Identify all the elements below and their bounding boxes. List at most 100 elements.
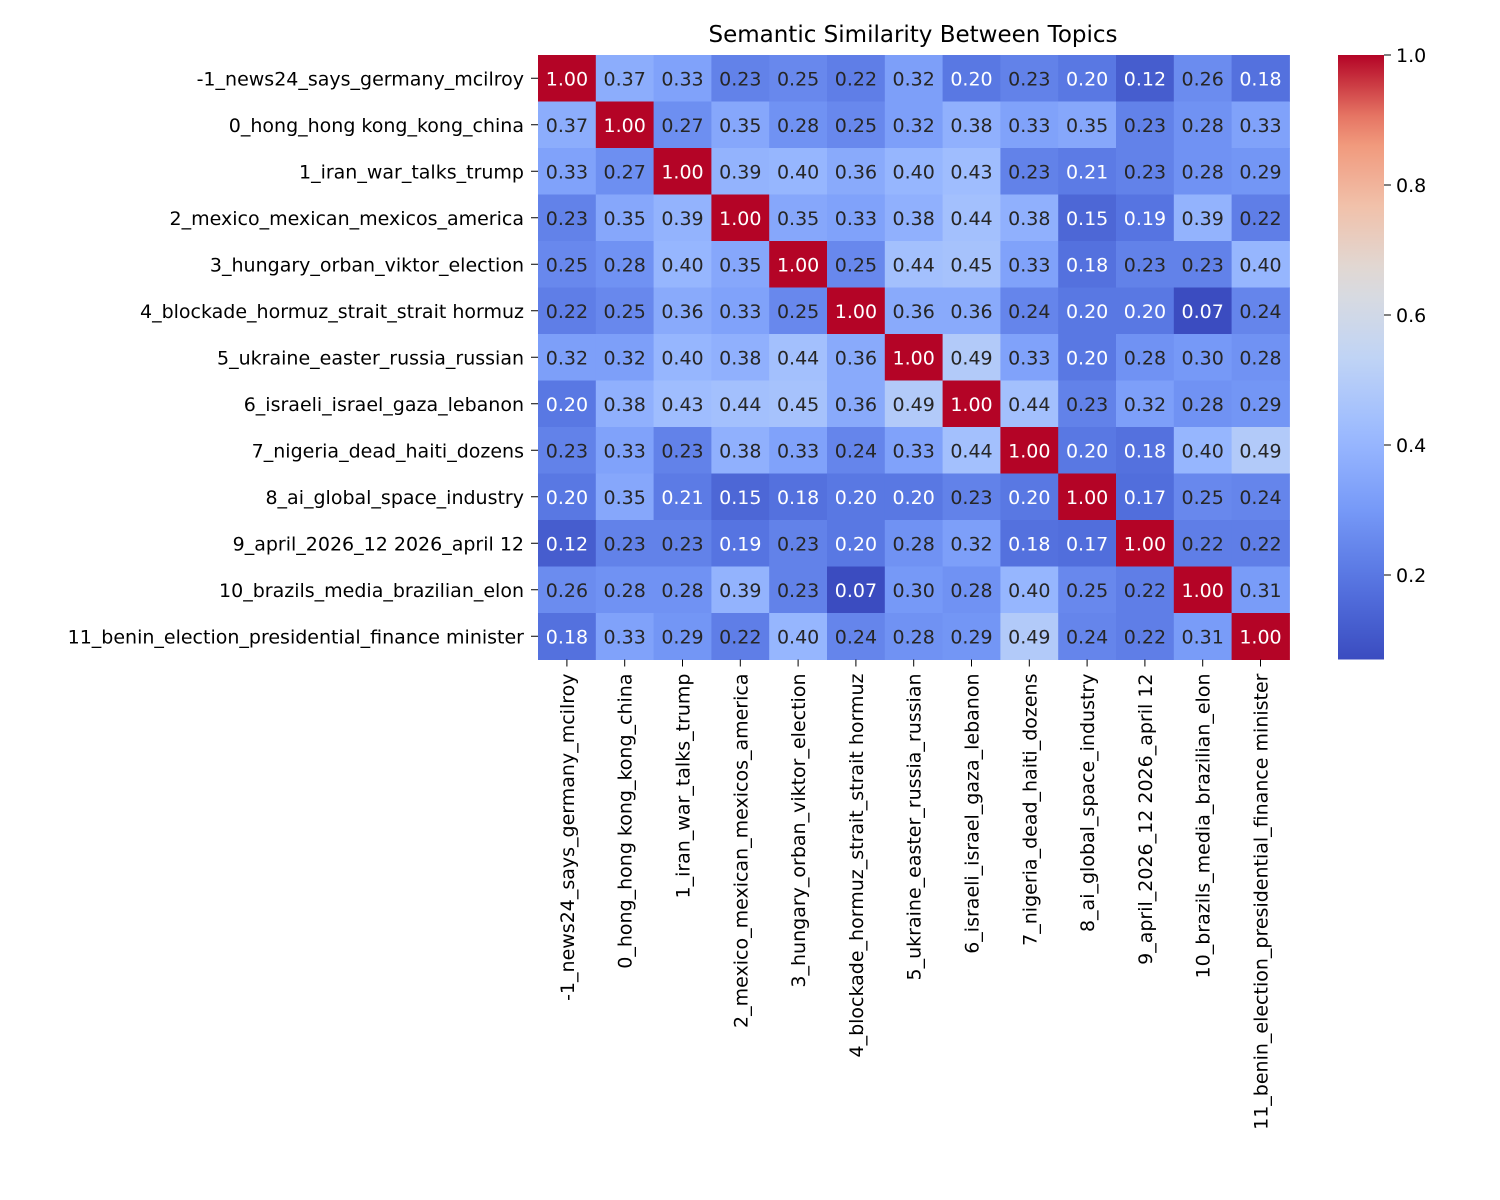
heatmap-cell [942, 613, 1001, 660]
heatmap-cell [1173, 101, 1233, 149]
heatmap-cell [711, 334, 770, 381]
heatmap-cell [711, 148, 770, 195]
y-tick-label: 8_ai_global_space_industry [265, 487, 524, 509]
heatmap-cell [653, 613, 712, 660]
cell-value-label: 0.36 [835, 394, 877, 416]
cell-value-label: 0.22 [1124, 580, 1166, 602]
cell-value-label: 0.24 [1239, 487, 1281, 509]
heatmap-cell [1000, 427, 1059, 474]
cell-value-label: 0.25 [835, 115, 877, 137]
cell-value-label: 0.45 [950, 254, 992, 276]
heatmap-cell [653, 194, 712, 242]
heatmap-cell [1231, 427, 1290, 474]
heatmap-cell [769, 473, 828, 521]
heatmap-cell [942, 148, 1001, 195]
cell-value-label: 0.25 [1182, 487, 1224, 509]
heatmap-cell [538, 55, 597, 102]
cell-value-label: 1.00 [719, 208, 761, 230]
cell-value-label: 1.00 [1066, 487, 1108, 509]
heatmap-cell [595, 241, 655, 288]
heatmap-cell [769, 334, 828, 381]
heatmap-cell [1116, 287, 1175, 335]
heatmap-cell [942, 241, 1001, 288]
cell-value-label: 0.35 [1066, 115, 1108, 137]
cell-value-label: 0.40 [1239, 254, 1281, 276]
cell-value-label: 0.07 [1182, 301, 1224, 323]
cell-value-label: 0.15 [719, 487, 761, 509]
x-tick-label: 0_hong_hong kong_kong_china [615, 674, 637, 969]
heatmap-cell [1058, 427, 1117, 474]
heatmap-cell [1058, 194, 1117, 242]
heatmap-cell [942, 520, 1001, 567]
cell-value-label: 0.37 [546, 115, 588, 137]
heatmap-cell [769, 194, 828, 242]
colorbar: 0.2 0.4 0.6 0.8 1.0 [1338, 45, 1426, 660]
heatmap-cell [942, 380, 1001, 428]
heatmap-cell [769, 287, 828, 335]
cell-value-label: 0.12 [1124, 68, 1166, 90]
cell-value-label: 0.49 [893, 394, 935, 416]
x-tick-label: 6_israeli_israel_gaza_lebanon [962, 674, 984, 954]
heatmap-cell [1058, 148, 1117, 195]
heatmap-cell [1231, 380, 1290, 428]
cell-value-label: 0.20 [835, 487, 877, 509]
heatmap-cell [595, 55, 655, 102]
cell-value-label: 0.28 [950, 580, 992, 602]
heatmap-cell [595, 613, 655, 660]
heatmap-cell [942, 566, 1001, 614]
cell-value-label: 0.30 [893, 580, 935, 602]
heatmap-cell [884, 334, 944, 381]
heatmap-cell [884, 148, 944, 195]
heatmap-cell [769, 101, 828, 149]
heatmap-cell [884, 55, 944, 102]
heatmap-cell [595, 101, 655, 149]
heatmap-cell [1173, 334, 1233, 381]
cell-value-label: 0.24 [1239, 301, 1281, 323]
heatmap-cell [711, 380, 770, 428]
heatmap-cell [1058, 55, 1117, 102]
heatmap-cell [1058, 520, 1117, 567]
heatmap-cell [653, 148, 712, 195]
heatmap-cell [1058, 241, 1117, 288]
cell-value-label: 0.28 [1182, 161, 1224, 183]
y-tick-label: 5_ukraine_easter_russia_russian [217, 347, 524, 369]
cell-value-label: 0.38 [604, 394, 646, 416]
cell-value-label: 0.23 [1008, 68, 1050, 90]
cell-value-label: 0.28 [893, 533, 935, 555]
cell-value-label: 0.23 [1182, 254, 1224, 276]
cell-value-label: 0.29 [1239, 394, 1281, 416]
heatmap-cell [1231, 566, 1290, 614]
cell-value-label: 0.20 [1066, 440, 1108, 462]
cell-value-label: 0.44 [1008, 394, 1050, 416]
colorbar-tick-label: 1.0 [1396, 45, 1426, 67]
heatmap-cell [827, 194, 886, 242]
y-tick-label: 11_benin_election_presidential_finance m… [68, 626, 525, 648]
heatmap-cell [827, 473, 886, 521]
heatmap-cell [1116, 380, 1175, 428]
y-tick-label: 9_april_2026_12 2026_april 12 [233, 533, 524, 555]
heatmap-cell [1058, 566, 1117, 614]
cell-value-label: 0.21 [1066, 161, 1108, 183]
x-tick-label: 1_iran_war_talks_trump [673, 674, 695, 899]
cell-value-label: 0.28 [1239, 347, 1281, 369]
cell-value-label: 0.07 [835, 580, 877, 602]
heatmap-cell [538, 287, 597, 335]
cell-value-label: 0.21 [661, 487, 703, 509]
heatmap-cell [1116, 613, 1175, 660]
heatmap-cell [827, 334, 886, 381]
x-tick-label: 4_blockade_hormuz_strait_strait hormuz [846, 673, 868, 1057]
heatmap-cell [1000, 380, 1059, 428]
heatmap-cell [769, 148, 828, 195]
cell-value-label: 0.38 [719, 440, 761, 462]
heatmap-cell [711, 613, 770, 660]
heatmap-cell [595, 520, 655, 567]
heatmap-cell [538, 566, 597, 614]
cell-value-label: 0.33 [835, 208, 877, 230]
heatmap-cell [884, 613, 944, 660]
cell-value-label: 0.20 [1066, 347, 1108, 369]
cell-value-label: 1.00 [1182, 580, 1224, 602]
cell-value-label: 0.33 [777, 440, 819, 462]
cell-value-label: 0.18 [1124, 440, 1166, 462]
cell-value-label: 0.36 [661, 301, 703, 323]
